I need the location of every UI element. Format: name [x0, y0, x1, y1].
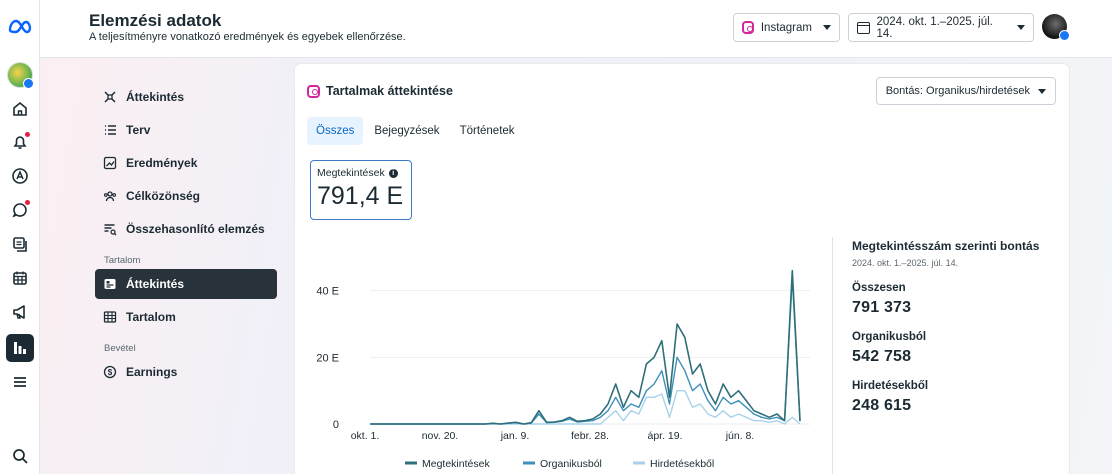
facebook-badge-icon [1059, 30, 1070, 41]
platform-selector-label: Instagram [760, 21, 812, 34]
facebook-badge-icon [23, 78, 34, 89]
series-line-views [370, 269, 801, 425]
nav-item-label: Terv [126, 123, 151, 137]
series-line-ads [370, 390, 801, 425]
calendar-icon [857, 21, 870, 34]
nav-item-label: Áttekintés [126, 277, 185, 291]
views-metric-card[interactable]: Megtekintések i 791,4 E [310, 160, 412, 220]
card-title: Tartalmak áttekintése [307, 84, 453, 98]
views-line-chart: 0 20 E 40 E okt. 1. nov. 20. jan. 9. febr. 28.… [316, 269, 810, 470]
instagram-icon [742, 21, 754, 34]
nav-item-label: Célközönség [126, 189, 201, 203]
legend-label: Organikusból [540, 458, 602, 470]
info-icon[interactable]: i [388, 168, 398, 178]
content-overview-card: Tartalmak áttekintése Bontás: Organikus/… [295, 64, 1069, 474]
panel-divider [832, 237, 833, 474]
nav-item-results[interactable]: Eredmények [95, 148, 277, 178]
chevron-down-icon [823, 25, 831, 30]
trend-chart-icon [103, 156, 117, 170]
date-range-label: 2024. okt. 1.–2025. júl. 14. [876, 15, 993, 40]
platform-selector[interactable]: Instagram [733, 13, 840, 42]
tab-stories[interactable]: Történetek [459, 125, 515, 137]
megaphone-icon[interactable] [8, 300, 32, 324]
card-title-text: Tartalmak áttekintése [326, 84, 453, 98]
breakdown-dropdown[interactable]: Bontás: Organikus/hirdetések [875, 77, 1056, 105]
x-tick-label: jan. 9. [500, 430, 530, 442]
ads-value: 248 615 [852, 397, 912, 414]
messages-icon[interactable] [8, 198, 32, 222]
table-icon [103, 311, 117, 323]
overview-icon [104, 91, 116, 103]
breakdown-panel: Megtekintésszám szerinti bontás 2024. ok… [852, 239, 1039, 415]
content-library-icon[interactable] [8, 232, 32, 256]
content-tabs: Összes Bejegyzések Történetek [307, 117, 524, 145]
chevron-down-icon [1038, 88, 1046, 94]
metric-value: 791,4 E [317, 182, 404, 210]
date-range-picker[interactable]: 2024. okt. 1.–2025. júl. 14. [848, 13, 1034, 42]
svg-text:$: $ [108, 368, 113, 377]
home-icon[interactable] [8, 97, 32, 121]
insights-nav: Áttekintés Terv Eredmények Célközönség Ö… [95, 82, 277, 390]
search-icon[interactable] [8, 444, 32, 468]
page-title: Elemzési adatok [89, 11, 222, 30]
meta-logo-icon[interactable] [8, 14, 32, 38]
legend-label: Megtekintések [422, 458, 490, 470]
metric-label-text: Megtekintések [317, 167, 385, 179]
user-avatar[interactable] [1042, 14, 1070, 41]
tab-posts[interactable]: Bejegyzések [374, 125, 440, 137]
nav-item-audience[interactable]: Célközönség [95, 181, 277, 211]
list-icon [105, 125, 116, 135]
breakdown-date: 2024. okt. 1.–2025. júl. 14. [852, 258, 959, 268]
legend-label: Hirdetésekből [650, 458, 714, 470]
series-line-organic [370, 276, 801, 425]
organic-label: Organikusból [852, 331, 927, 343]
nav-item-earnings[interactable]: $ Earnings [95, 357, 277, 387]
menu-hamburger-icon[interactable] [8, 370, 32, 394]
nav-item-benchmarking[interactable]: Összehasonlító elemzés [95, 214, 277, 244]
x-tick-label: nov. 20. [422, 430, 459, 442]
tab-all[interactable]: Összes [307, 117, 364, 145]
page-header: Elemzési adatok A teljesítményre vonatko… [40, 0, 1112, 58]
content-overview-icon [104, 279, 116, 289]
nav-item-plan[interactable]: Terv [95, 115, 277, 145]
breakdown-title: Megtekintésszám szerinti bontás [852, 239, 1040, 253]
chevron-down-icon [1017, 25, 1025, 30]
organic-value: 542 758 [852, 348, 912, 365]
nav-item-label: Eredmények [126, 156, 198, 170]
dollar-circle-icon: $ [103, 365, 117, 379]
left-rail [0, 0, 40, 474]
ads-label: Hirdetésekből [852, 380, 929, 392]
nav-section-revenue: Bevétel [104, 343, 136, 354]
instagram-icon [307, 84, 320, 98]
benchmark-icon [104, 224, 117, 236]
metric-label: Megtekintések i [317, 167, 405, 179]
nav-item-label: Tartalom [126, 310, 176, 324]
y-tick-label: 20 E [316, 352, 339, 364]
total-value: 791 373 [852, 299, 912, 316]
insights-bar-chart-icon[interactable] [6, 334, 34, 362]
audience-icon [103, 191, 117, 202]
x-tick-label: okt. 1. [351, 430, 380, 442]
account-avatar[interactable] [7, 62, 34, 89]
breakdown-dropdown-label: Bontás: Organikus/hirdetések [885, 85, 1030, 97]
x-tick-label: febr. 28. [571, 430, 609, 442]
nav-item-label: Összehasonlító elemzés [126, 222, 265, 236]
y-tick-label: 40 E [316, 286, 339, 298]
nav-item-content-overview[interactable]: Áttekintés [95, 269, 277, 299]
y-tick-label: 0 [333, 419, 339, 431]
planner-calendar-icon[interactable] [8, 266, 32, 290]
page-subtitle: A teljesítményre vonatkozó eredmények és… [89, 31, 406, 43]
notifications-bell-icon[interactable] [8, 130, 32, 154]
ads-icon[interactable] [8, 164, 32, 188]
total-label: Összesen [852, 282, 906, 294]
notification-dot [25, 132, 30, 137]
nav-item-label: Áttekintés [126, 90, 185, 104]
x-tick-label: jún. 8. [725, 430, 755, 442]
x-tick-label: ápr. 19. [647, 430, 682, 442]
nav-item-label: Earnings [126, 365, 178, 379]
messages-dot [25, 200, 30, 205]
nav-section-content: Tartalom [104, 255, 141, 266]
nav-item-content[interactable]: Tartalom [95, 302, 277, 332]
nav-item-overview[interactable]: Áttekintés [95, 82, 277, 112]
